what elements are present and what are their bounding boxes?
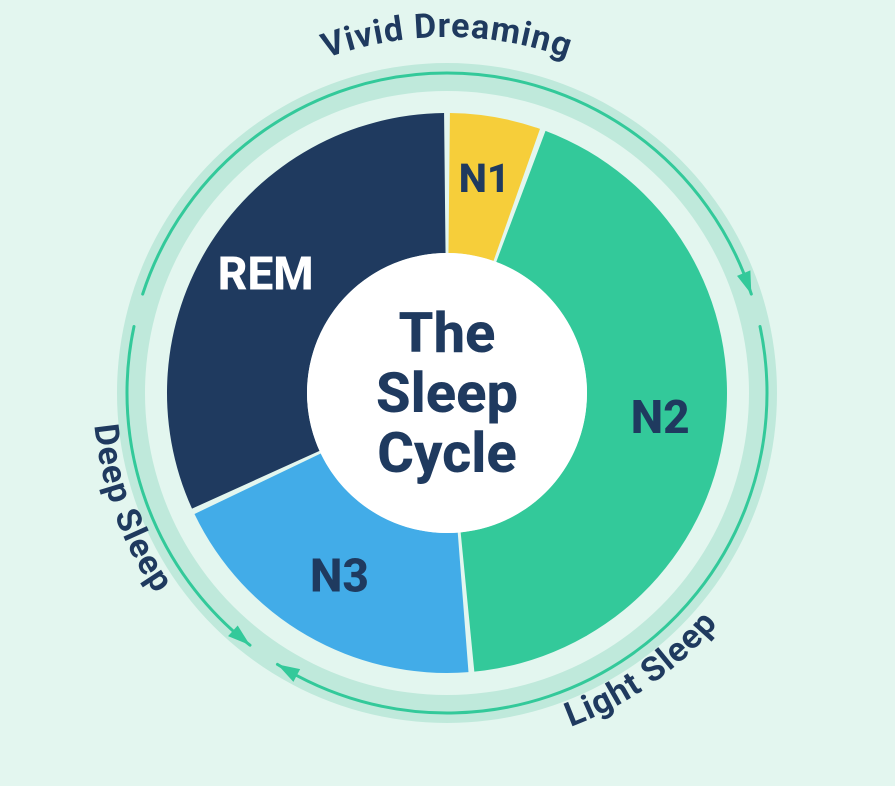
center-title-line-0: The <box>399 300 496 366</box>
slice-label-n1: N1 <box>459 155 510 202</box>
slice-label-n3: N3 <box>310 549 369 603</box>
center-title-line-2: Cycle <box>377 420 517 486</box>
outer-label-vivid-dreaming: Vivid Dreaming <box>316 6 577 67</box>
sleep-cycle-diagram: N1N2N3REMTheSleepCycleLight SleepDeep Sl… <box>0 0 895 786</box>
slice-label-rem: REM <box>218 248 314 302</box>
center-title-line-1: Sleep <box>376 360 518 426</box>
slice-label-n2: N2 <box>631 391 690 445</box>
